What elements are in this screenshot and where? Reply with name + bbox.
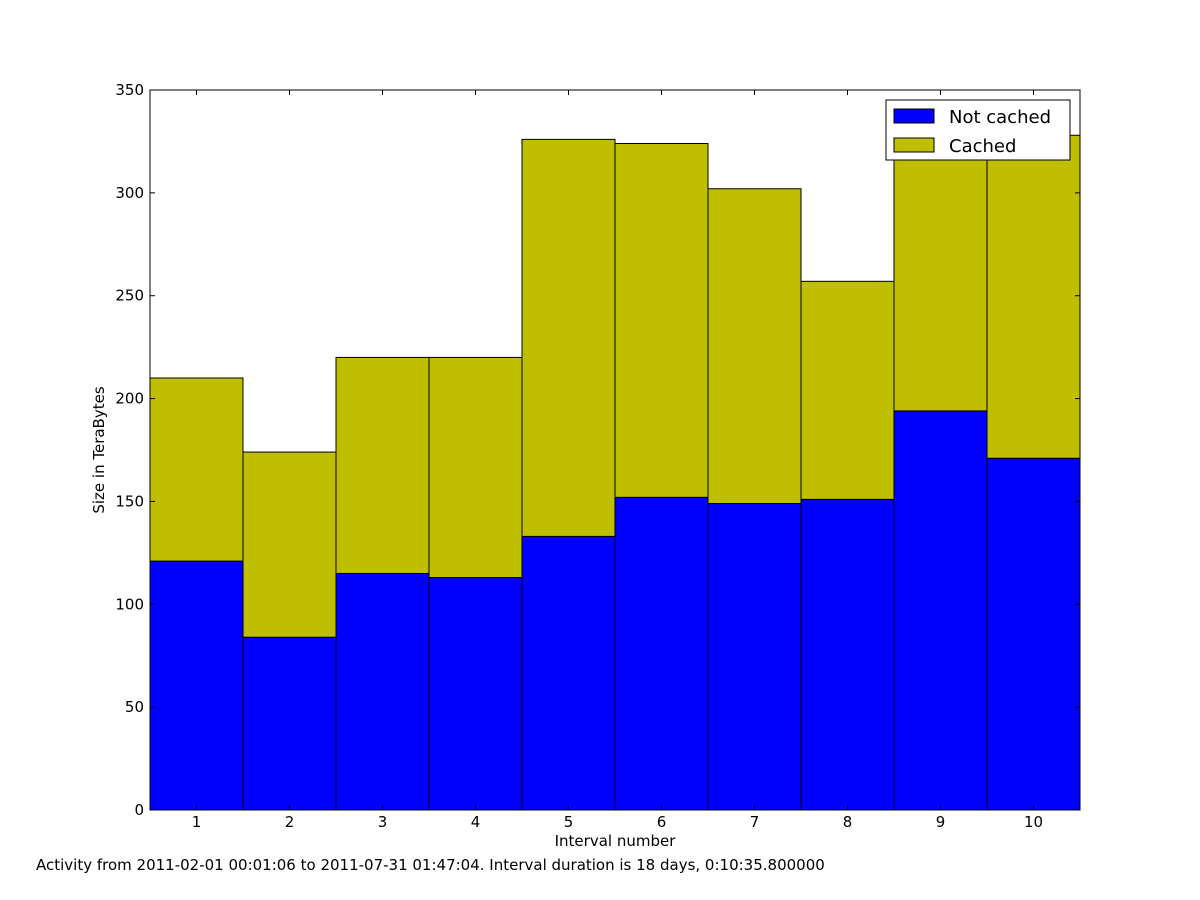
legend: Not cached Cached bbox=[885, 99, 1071, 161]
x-tick-label-1: 1 bbox=[192, 813, 202, 831]
bar-cached-1 bbox=[149, 377, 244, 562]
bar-not-cached-5 bbox=[521, 535, 616, 811]
x-tick-label-9: 9 bbox=[936, 813, 946, 831]
y-axis-label: Size in TeraBytes bbox=[90, 386, 108, 513]
y-tick-label-300: 300 bbox=[115, 184, 144, 202]
bar-not-cached-6 bbox=[614, 496, 709, 811]
x-tick-label-5: 5 bbox=[564, 813, 574, 831]
x-tick-label-4: 4 bbox=[471, 813, 481, 831]
bar-cached-5 bbox=[521, 138, 616, 537]
x-axis-label: Interval number bbox=[555, 832, 677, 850]
legend-swatch-not-cached bbox=[893, 108, 935, 124]
y-tick-label-250: 250 bbox=[115, 287, 144, 305]
x-tick-label-3: 3 bbox=[378, 813, 388, 831]
bar-cached-2 bbox=[242, 451, 337, 638]
bar-cached-10 bbox=[986, 134, 1081, 459]
bar-not-cached-2 bbox=[242, 636, 337, 811]
y-tick-label-350: 350 bbox=[115, 81, 144, 99]
legend-label-not-cached: Not cached bbox=[949, 107, 1051, 128]
bar-cached-4 bbox=[428, 356, 523, 579]
y-tick-label-100: 100 bbox=[115, 595, 144, 613]
bar-not-cached-3 bbox=[335, 572, 430, 811]
bar-cached-8 bbox=[800, 280, 895, 500]
x-tick-label-10: 10 bbox=[1024, 813, 1043, 831]
bar-not-cached-4 bbox=[428, 577, 523, 811]
bar-cached-9 bbox=[893, 134, 988, 412]
y-tick-label-200: 200 bbox=[115, 390, 144, 408]
legend-swatch-cached bbox=[893, 137, 935, 153]
bar-not-cached-8 bbox=[800, 498, 895, 811]
y-tick-label-150: 150 bbox=[115, 492, 144, 510]
bar-not-cached-7 bbox=[707, 502, 802, 811]
x-tick-label-8: 8 bbox=[843, 813, 853, 831]
plot-frame bbox=[149, 89, 1081, 811]
bars-group bbox=[149, 134, 1081, 811]
y-tick-label-0: 0 bbox=[134, 801, 144, 819]
x-tick-label-7: 7 bbox=[750, 813, 760, 831]
legend-label-cached: Cached bbox=[949, 136, 1016, 157]
bar-not-cached-9 bbox=[893, 410, 988, 811]
bar-cached-3 bbox=[335, 356, 430, 574]
bar-cached-6 bbox=[614, 142, 709, 498]
bar-not-cached-10 bbox=[986, 457, 1081, 811]
bar-cached-7 bbox=[707, 188, 802, 504]
x-tick-label-6: 6 bbox=[657, 813, 667, 831]
ticks-group: 0 50 100 150 200 250 300 350 1 2 3 4 5 6 7 8 9 10 bbox=[115, 81, 1080, 831]
caption: Activity from 2011-02-01 00:01:06 to 201… bbox=[36, 856, 825, 874]
bar-not-cached-1 bbox=[149, 560, 244, 811]
x-tick-label-2: 2 bbox=[285, 813, 295, 831]
y-tick-label-50: 50 bbox=[125, 698, 144, 716]
